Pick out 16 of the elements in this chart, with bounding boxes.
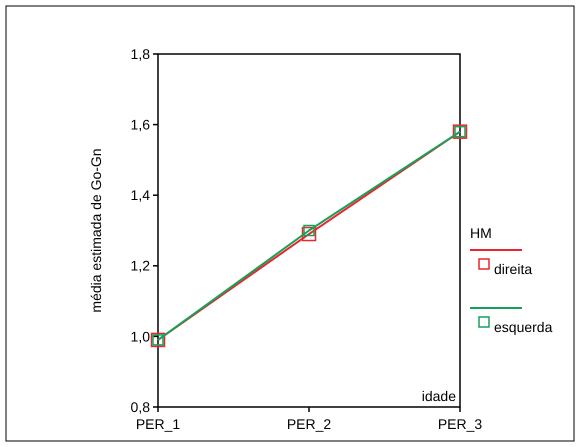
point: [302, 226, 316, 242]
legend-label: esquerda: [494, 319, 553, 335]
x-tick-label: PER_2: [286, 416, 332, 432]
legend-label: direita: [494, 261, 532, 277]
y-tick-label: 0,8: [130, 398, 150, 415]
legend-title: HM: [470, 225, 492, 241]
x-axis-title: idade: [422, 388, 456, 404]
point: [303, 224, 315, 236]
x-tick-label: PER_3: [438, 416, 482, 432]
x-tick-label: PER_1: [136, 416, 180, 432]
y-tick-label: 1,0: [130, 328, 150, 344]
y-tick-label: 1,4: [130, 187, 150, 204]
y-tick-label: 1,8: [130, 46, 150, 62]
y-axis-title: média estimada de Go-Gn: [88, 148, 104, 313]
y-tick-label: 1,6: [130, 116, 150, 132]
y-tick-label: 1,2: [130, 258, 150, 274]
